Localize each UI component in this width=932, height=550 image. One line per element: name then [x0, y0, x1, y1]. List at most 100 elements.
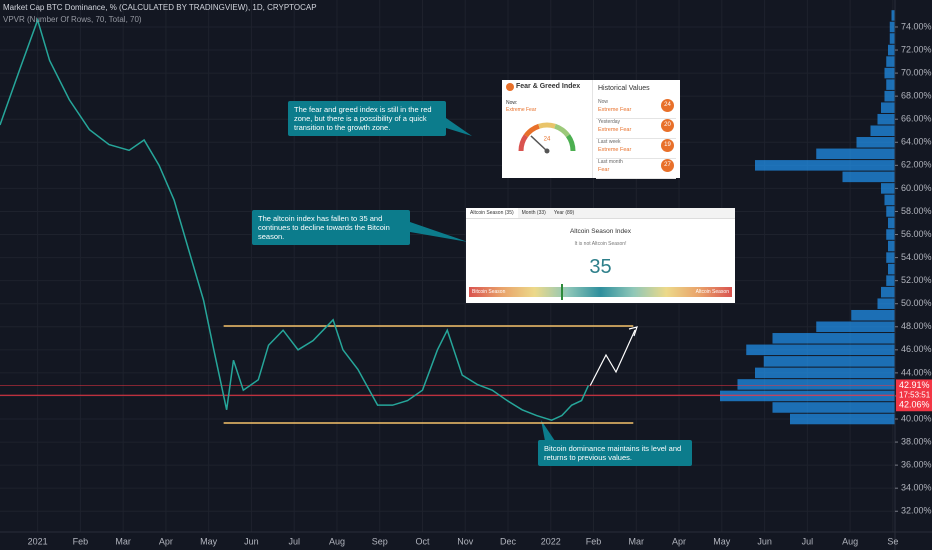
- y-tick-label: 36.00%: [901, 460, 932, 470]
- y-tick-label: 54.00%: [901, 252, 932, 262]
- x-tick-label: Feb: [73, 536, 89, 546]
- y-tick-label: 66.00%: [901, 114, 932, 124]
- season-bar: Bitcoin Season Altcoin Season: [469, 284, 732, 300]
- volume-bar: [886, 56, 895, 67]
- volume-bar: [888, 240, 895, 252]
- state: Fear: [598, 167, 610, 173]
- x-tick-label: Dec: [500, 536, 517, 546]
- value-badge: 19: [661, 139, 674, 152]
- volume-bar: [772, 333, 895, 344]
- volume-bar: [881, 183, 895, 194]
- time-axis: [0, 532, 932, 550]
- fear-greed-widget: Fear & Greed Index Now: Extreme Fear 24 …: [502, 80, 680, 179]
- tabs: Altcoin Season (35) Month (33) Year (89): [466, 208, 735, 219]
- tab: Year (89): [553, 210, 575, 216]
- volume-bar: [772, 402, 895, 413]
- volume-bar: [886, 275, 895, 286]
- period: Yesterday: [598, 119, 621, 125]
- x-tick-label: 2022: [541, 536, 561, 546]
- period: Now: [598, 99, 609, 105]
- volume-bar: [720, 390, 895, 402]
- gauge-arc: [518, 134, 529, 152]
- y-tick-label: 64.00%: [901, 137, 932, 147]
- volume-bar: [884, 194, 895, 206]
- state: Extreme Fear: [598, 107, 632, 113]
- volume-bar: [790, 413, 895, 425]
- volume-bar: [870, 125, 895, 137]
- gauge-arc: [565, 134, 576, 152]
- y-tick-label: 32.00%: [901, 506, 932, 516]
- history-title: Historical Values: [598, 85, 650, 92]
- volume-bar: [856, 137, 895, 148]
- state: Extreme Fear: [598, 127, 632, 133]
- volume-bar: [881, 102, 895, 113]
- volume-bar: [886, 252, 895, 263]
- projection-arrow: [589, 329, 636, 387]
- callout-pointer: [410, 222, 468, 242]
- gauge-arc: [538, 122, 556, 129]
- x-tick-label: Mar: [115, 536, 131, 546]
- gauge-needle: [530, 135, 548, 152]
- x-tick-label: 2021: [28, 536, 48, 546]
- season-marker: [561, 284, 563, 300]
- indicator-label: VPVR (Number Of Rows, 70, Total, 70): [3, 15, 142, 24]
- volume-bar: [842, 171, 895, 183]
- volume-bar: [891, 10, 895, 21]
- now-label: Now:: [506, 100, 518, 106]
- state: Extreme Fear: [598, 147, 632, 153]
- x-tick-label: May: [713, 536, 731, 546]
- volume-bar: [888, 44, 895, 56]
- index-value: 35: [589, 256, 612, 278]
- x-tick-label: Feb: [586, 536, 602, 546]
- y-tick-label: 46.00%: [901, 344, 932, 354]
- period: Last week: [598, 139, 621, 145]
- bar-label: Bitcoin Season: [472, 289, 506, 295]
- y-tick-label: 50.00%: [901, 298, 932, 308]
- volume-bar: [877, 113, 895, 125]
- gauge-arc: [523, 123, 540, 138]
- now-state: Extreme Fear: [506, 107, 537, 113]
- callout-pointer: [541, 420, 555, 441]
- y-tick-label: 70.00%: [901, 67, 932, 77]
- volume-bar: [884, 67, 895, 79]
- x-tick-label: Nov: [457, 536, 474, 546]
- volume-bar: [737, 379, 895, 390]
- x-tick-label: Apr: [159, 536, 173, 546]
- volume-bar: [816, 321, 895, 333]
- history-row: Yesterday Extreme Fear 20: [596, 116, 676, 139]
- divider: [592, 80, 593, 178]
- widget-title: Fear & Greed Index: [516, 83, 581, 90]
- logo: [506, 83, 514, 91]
- x-tick-label: Jul: [288, 536, 300, 546]
- volume-bar: [881, 286, 895, 298]
- price-label: 42.91%: [899, 380, 930, 390]
- y-tick-label: 40.00%: [901, 413, 932, 423]
- x-tick-label: Jun: [244, 536, 259, 546]
- callout: The fear and greed index is still in the…: [288, 101, 446, 136]
- x-tick-label: Sep: [372, 536, 388, 546]
- countdown: 17:53:51: [899, 391, 931, 400]
- x-tick-label: Jun: [757, 536, 772, 546]
- volume-bar: [877, 298, 895, 309]
- y-tick-label: 48.00%: [901, 321, 932, 331]
- gauge: 24: [518, 122, 576, 154]
- gauge-hub: [544, 148, 550, 154]
- y-tick-label: 38.00%: [901, 436, 932, 446]
- y-tick-label: 58.00%: [901, 206, 932, 216]
- price-label: 42.06%: [899, 400, 930, 410]
- volume-bar: [889, 33, 895, 44]
- volume-bar: [755, 367, 895, 379]
- gauge-arc: [554, 123, 571, 138]
- arrow-head: [628, 326, 638, 337]
- x-tick-label: Mar: [629, 536, 645, 546]
- altcoin-widget: Altcoin Season (35) Month (33) Year (89) A…: [466, 208, 735, 303]
- x-tick-label: May: [200, 536, 218, 546]
- y-tick-label: 34.00%: [901, 483, 932, 493]
- callout-pointer: [446, 118, 472, 136]
- x-tick-label: Apr: [672, 536, 686, 546]
- y-tick-label: 72.00%: [901, 44, 932, 54]
- volume-bar: [763, 356, 895, 367]
- x-tick-label: Aug: [329, 536, 345, 546]
- callout: Bitcoin dominance maintains its level an…: [538, 440, 692, 466]
